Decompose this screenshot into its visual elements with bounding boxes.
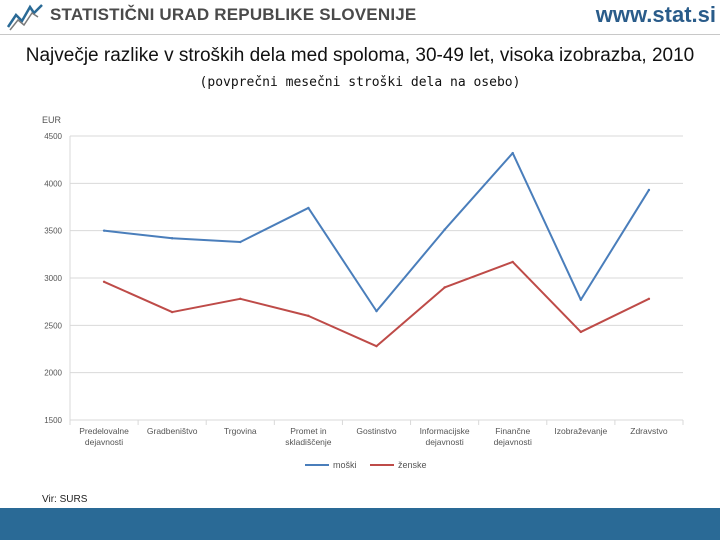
x-tick-label: Trgovina — [224, 426, 257, 436]
data-point — [511, 260, 514, 264]
source-note: Vir: SURS — [42, 494, 88, 505]
data-point — [170, 237, 174, 240]
data-point — [307, 314, 310, 318]
header-divider — [0, 34, 720, 35]
data-point — [375, 309, 378, 313]
data-point — [579, 298, 583, 301]
sigma-logo-icon — [6, 4, 43, 31]
y-tick-label: 2000 — [44, 369, 62, 378]
x-tick-label: Zdravstvo — [630, 426, 668, 436]
x-tick-label: Finančne dejavnosti — [494, 426, 532, 447]
legend-label: ženske — [398, 460, 427, 470]
x-tick-label: Gradbeništvo — [147, 426, 198, 436]
y-tick-label: 2500 — [44, 321, 62, 330]
y-tick-label: 3500 — [44, 227, 62, 236]
x-tick-label: Gostinstvo — [356, 426, 396, 436]
x-tick-label: Promet in skladiščenje — [285, 426, 332, 447]
data-point — [647, 297, 651, 301]
data-point — [170, 310, 174, 314]
series-line-female — [103, 260, 650, 348]
data-point — [443, 286, 446, 289]
data-point — [511, 151, 514, 155]
data-point — [239, 240, 242, 244]
y-tick-label: 1500 — [44, 416, 62, 425]
legend-label: moški — [333, 460, 357, 470]
data-point — [579, 330, 583, 334]
data-point — [647, 188, 651, 192]
series-line-male — [103, 152, 650, 313]
org-name: STATISTIČNI URAD REPUBLIKE SLOVENIJE — [50, 5, 417, 24]
page-title: Največje razlike v stroških dela med spo… — [20, 43, 700, 95]
data-point — [239, 297, 242, 301]
x-tick-label: Izobraževanje — [554, 426, 607, 436]
title-subtitle: (povprečni mesečni stroški dela na osebo… — [199, 75, 521, 90]
x-tick-label: Informacijske dejavnosti — [420, 426, 470, 447]
data-point — [375, 344, 378, 348]
data-point — [307, 206, 310, 210]
y-tick-label: 4500 — [44, 132, 62, 141]
title-main: Največje razlike v stroških dela med spo… — [25, 45, 695, 66]
x-tick-label: Predelovalne dejavnosti — [79, 426, 129, 447]
line-chart: EUR 1500 2000 2500 3000 3500 4000 4500 Predelova… — [42, 115, 684, 470]
y-axis-unit: EUR — [42, 115, 62, 125]
data-point — [102, 280, 106, 283]
y-tick-label: 4000 — [44, 179, 62, 188]
data-point — [102, 229, 106, 232]
y-tick-label: 3000 — [44, 274, 62, 283]
website-link[interactable]: www.stat.si — [595, 2, 716, 27]
footer-bar — [0, 508, 720, 540]
data-point — [443, 228, 446, 231]
header: STATISTIČNI URAD REPUBLIKE SLOVENIJE www… — [0, 0, 720, 34]
